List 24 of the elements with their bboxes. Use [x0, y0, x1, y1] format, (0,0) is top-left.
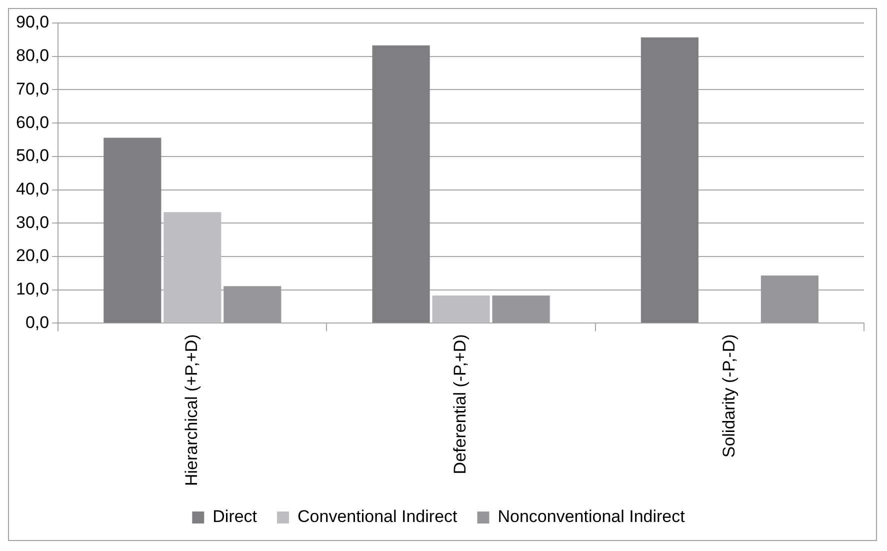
bar — [104, 138, 162, 323]
legend-label: Nonconventional Indirect — [498, 507, 686, 526]
bar — [372, 45, 430, 323]
x-tick-label: Deferential (-P,+D) — [450, 334, 470, 474]
y-tick-label: 50,0 — [16, 146, 50, 166]
bar — [164, 212, 222, 323]
bar — [640, 37, 698, 323]
bar — [224, 286, 282, 323]
x-tick-label: Hierarchical (+P,+D) — [182, 334, 202, 486]
y-tick-label: 70,0 — [16, 79, 50, 98]
y-tick-label: 40,0 — [16, 179, 50, 198]
y-tick-label: 80,0 — [16, 46, 50, 66]
x-tick-label: Solidarity (-P,-D) — [719, 334, 738, 458]
y-tick-label: 90,0 — [16, 12, 50, 32]
y-tick-label: 0,0 — [25, 312, 50, 332]
bar — [432, 296, 490, 323]
bar — [760, 276, 818, 323]
y-tick-label: 20,0 — [16, 246, 50, 266]
y-tick-label: 10,0 — [16, 280, 50, 299]
bar — [492, 296, 550, 323]
legend-label: Conventional Indirect — [298, 507, 458, 526]
y-tick-label: 30,0 — [16, 212, 50, 232]
y-tick-label: 60,0 — [16, 112, 50, 132]
legend-label: Direct — [212, 507, 258, 526]
